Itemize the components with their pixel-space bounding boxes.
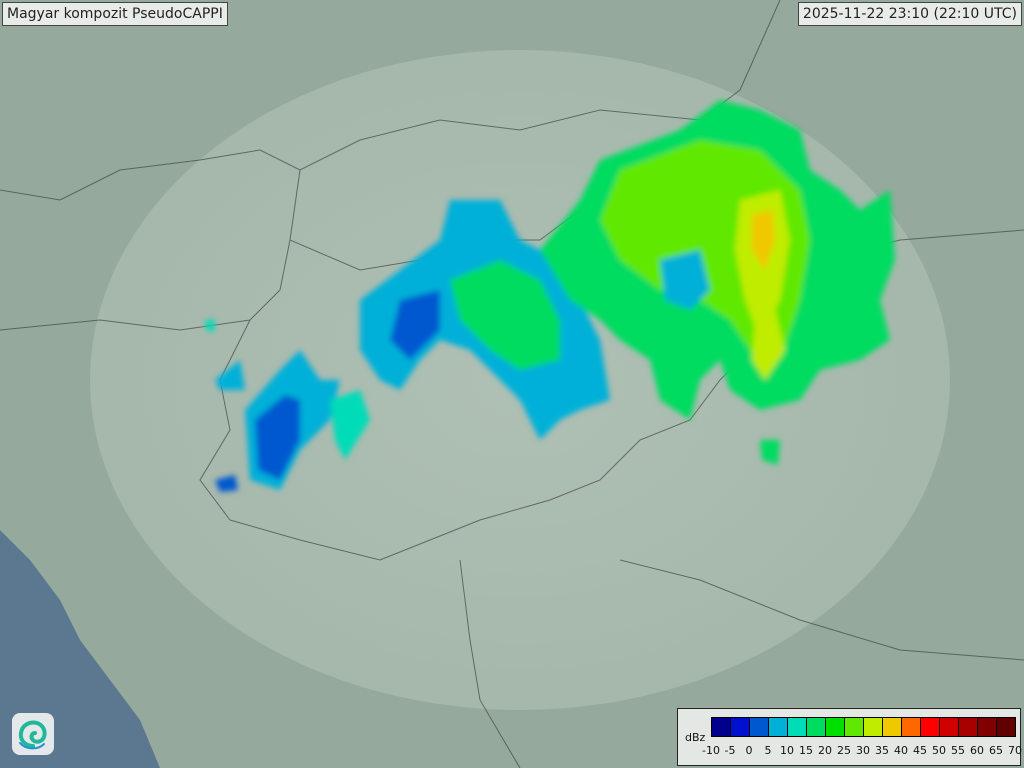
- radar-echoes: [205, 100, 895, 492]
- timestamp-label: 2025-11-22 23:10 (22:10 UTC): [797, 2, 1022, 26]
- legend-unit: dBz: [685, 731, 706, 744]
- legend-tick-label: 45: [913, 744, 927, 757]
- legend-swatch: [769, 718, 788, 736]
- legend-tick-label: 5: [764, 744, 772, 757]
- legend-swatch: [883, 718, 902, 736]
- dbz-legend: dBz -10 -5 0 5 10 15 20 25 30 35 40 45 50 55 60 65 70: [677, 708, 1022, 766]
- legend-swatch: [997, 718, 1015, 736]
- legend-tick-label: 70: [1008, 744, 1022, 757]
- legend-tick-label: -5: [724, 744, 736, 757]
- legend-tick-label: 0: [745, 744, 753, 757]
- legend-tick-label: 35: [875, 744, 889, 757]
- legend-tick-label: 65: [989, 744, 1003, 757]
- legend-swatch: [845, 718, 864, 736]
- legend-tick-label: 10: [780, 744, 794, 757]
- legend-tick-label: -10: [702, 744, 720, 757]
- legend-swatch: [902, 718, 921, 736]
- legend-tick-label: 60: [970, 744, 984, 757]
- legend-tick-label: 25: [837, 744, 851, 757]
- legend-tick-label: 50: [932, 744, 946, 757]
- legend-swatch: [788, 718, 807, 736]
- legend-swatch: [978, 718, 997, 736]
- swirl-logo-icon: [12, 713, 54, 755]
- legend-swatch: [864, 718, 883, 736]
- legend-swatch: [712, 718, 731, 736]
- legend-swatch: [921, 718, 940, 736]
- product-title: Magyar kompozit PseudoCAPPI: [2, 2, 228, 26]
- legend-swatch: [750, 718, 769, 736]
- legend-tick-label: 55: [951, 744, 965, 757]
- legend-swatch: [940, 718, 959, 736]
- legend-color-bar: [711, 717, 1016, 737]
- legend-swatch: [731, 718, 750, 736]
- legend-tick-label: 30: [856, 744, 870, 757]
- legend-swatch: [959, 718, 978, 736]
- sea-area: [0, 530, 160, 768]
- legend-swatch: [807, 718, 826, 736]
- legend-tick-label: 15: [799, 744, 813, 757]
- legend-swatch: [826, 718, 845, 736]
- legend-tick-label: 20: [818, 744, 832, 757]
- legend-tick-label: 40: [894, 744, 908, 757]
